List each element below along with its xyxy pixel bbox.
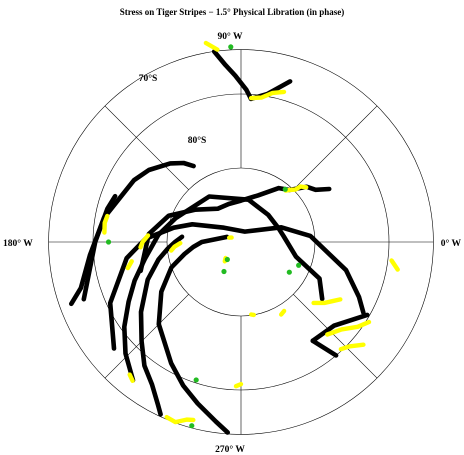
yellow-highlight-16: [164, 414, 196, 425]
yellow-highlight-12: [311, 297, 343, 306]
green-highlight-6: [286, 269, 292, 275]
meridian-45w: [293, 105, 378, 190]
yellow-highlight-18: [389, 258, 400, 272]
latitude-label-80s: 80°S: [188, 135, 207, 146]
yellow-highlight-4: [168, 240, 183, 253]
green-highlight-3: [105, 239, 112, 245]
yellow-highlight-17: [127, 372, 135, 383]
yellow-highlight-7: [102, 213, 110, 235]
green-highlight-4: [224, 256, 230, 263]
longitude-label-right: 0° W: [441, 238, 462, 249]
yellow-highlight-13: [279, 308, 287, 317]
yellow-highlight-1: [203, 40, 220, 52]
stripe-2: [81, 193, 118, 302]
yellow-highlight-3: [283, 184, 309, 193]
yellow-highlight-15: [233, 381, 244, 389]
longitude-label-bottom: 270° W: [215, 444, 245, 455]
stripe-1: [69, 160, 196, 307]
map-grid: [48, 49, 434, 435]
yellow-highlight-2: [248, 89, 287, 101]
stripe-4: [107, 222, 366, 351]
stripe-7: [156, 234, 230, 435]
meridian-135w: [104, 105, 189, 190]
stripe-5: [122, 194, 325, 383]
stripe-8: [211, 49, 254, 102]
longitude-label-top: 90° W: [217, 31, 243, 42]
yellow-highlight-11: [325, 319, 372, 337]
stripe-6: [138, 234, 185, 417]
stripe-10: [310, 338, 339, 358]
yellow-highlight-5: [125, 259, 134, 271]
meridian-225w: [104, 294, 189, 379]
yellow-highlight-10: [338, 342, 366, 352]
green-highlight-9: [189, 423, 195, 429]
stress-highlights-green: [105, 44, 302, 429]
yellow-highlight-6: [138, 233, 151, 250]
chart-title: Stress on Tiger Stripes − 1.5° Physical …: [120, 7, 345, 17]
green-highlight-7: [296, 262, 302, 268]
green-highlight-5: [221, 268, 227, 275]
latitude-label-70s: 70°S: [139, 73, 158, 84]
longitude-label-left: 180° W: [3, 238, 33, 249]
green-highlight-2: [282, 186, 288, 192]
green-highlight-1: [228, 44, 234, 50]
stripe-11: [310, 312, 370, 344]
meridian-315w: [293, 294, 378, 379]
green-highlight-8: [193, 377, 199, 383]
